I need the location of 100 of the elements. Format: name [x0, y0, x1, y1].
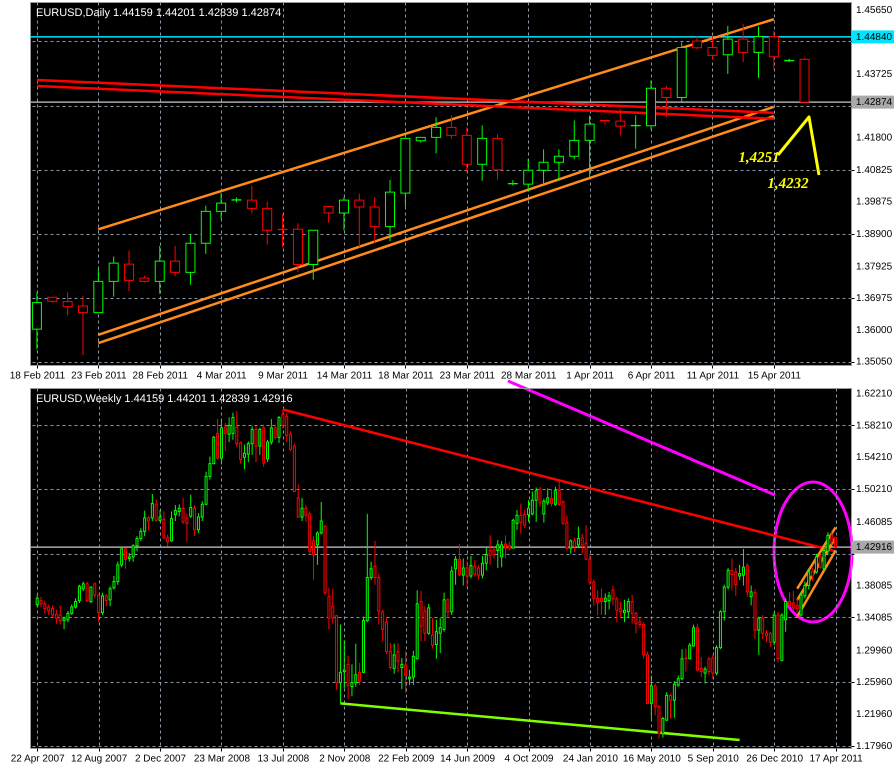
chart-title: EURUSD,Weekly 1.44159 1.44201 1.42839 1.42916	[36, 393, 293, 405]
candlestick	[573, 537, 576, 553]
candlestick	[761, 614, 764, 640]
x-tick-label: 24 Jan 2010	[562, 754, 618, 764]
candlestick	[458, 544, 461, 576]
candlestick	[738, 23, 748, 63]
y-tick-label: 1.34085	[856, 612, 893, 624]
candlestick	[228, 416, 231, 443]
candlestick	[43, 600, 46, 615]
candlestick	[182, 497, 185, 525]
x-tick-label: 4 Mar 2011	[196, 370, 248, 382]
candlestick	[89, 586, 92, 604]
y-tick-label: 1.43725	[856, 68, 893, 80]
candlestick	[154, 499, 158, 522]
x-tick-label: 12 Aug 2007	[71, 754, 128, 764]
candlestick	[488, 534, 492, 566]
candlestick	[446, 114, 456, 140]
candlestick	[400, 658, 404, 690]
x-tick-label: 18 Feb 2011	[10, 370, 66, 382]
candlestick	[143, 510, 146, 537]
candlestick	[576, 526, 580, 549]
y-tick-label: 1.62210	[856, 388, 893, 400]
candlestick	[734, 568, 738, 596]
candlestick	[174, 504, 177, 522]
candlestick	[431, 116, 442, 154]
candlestick	[246, 185, 257, 214]
candlestick	[473, 560, 476, 578]
y-tick-label: 1.29960	[856, 645, 893, 656]
candlestick	[626, 598, 630, 619]
y-tick-label: 1.38900	[856, 228, 893, 240]
candlestick	[534, 487, 538, 522]
candlestick	[519, 502, 522, 534]
y-tick-label: 1.17960	[856, 740, 893, 752]
candlestick	[193, 504, 196, 537]
candlestick	[480, 556, 484, 579]
y-tick-label: 1.25960	[856, 677, 893, 688]
candlestick	[108, 256, 119, 298]
y-tick-label: 1.36000	[856, 325, 893, 336]
candlestick	[124, 250, 134, 292]
candlestick	[36, 594, 39, 608]
candlestick	[469, 556, 472, 579]
x-tick-label: 15 Apr 2011	[748, 370, 802, 382]
candlestick	[370, 196, 380, 244]
candlestick	[300, 497, 304, 522]
candlestick	[527, 500, 530, 522]
y-tick-label: 1.54210	[856, 452, 893, 464]
candlestick	[338, 196, 349, 231]
x-tick-label: 26 Dec 2010	[746, 754, 804, 764]
candlestick	[504, 534, 507, 559]
ref-line-label: 1.42874	[856, 97, 893, 108]
x-tick-label: 5 Sep 2010	[688, 754, 740, 764]
text: EURUSD,Daily 1.44159 1.44201 1.42839 1.42874	[36, 7, 282, 19]
x-tick-label: 9 Mar 2011	[258, 370, 308, 382]
candlestick	[707, 656, 710, 676]
candlestick	[78, 295, 88, 356]
candlestick	[492, 546, 496, 559]
candlestick	[434, 619, 438, 660]
candlestick	[538, 148, 549, 184]
x-tick-label: 11 Apr 2011	[686, 370, 740, 382]
candlestick	[630, 114, 641, 150]
candlestick	[86, 581, 89, 603]
y-tick-label: 1.58210	[856, 420, 893, 432]
candlestick	[792, 590, 795, 612]
x-tick-label: 22 Apr 2007	[10, 754, 66, 764]
candlestick	[170, 245, 180, 277]
x-tick-label: 16 May 2010	[622, 754, 682, 764]
x-tick-label: 4 Oct 2009	[504, 754, 554, 764]
candlestick	[404, 650, 408, 694]
x-tick-label: 2 Nov 2008	[319, 754, 371, 764]
x-tick-label: 1 Apr 2011	[566, 370, 614, 382]
candlestick	[454, 556, 458, 586]
candlestick	[62, 616, 66, 630]
y-tick-label: 1.39875	[856, 196, 893, 208]
candlestick	[584, 114, 595, 179]
annotation: 1,4232	[767, 176, 810, 192]
x-tick-label: 6 Apr 2011	[628, 370, 676, 382]
candlestick	[730, 558, 734, 591]
candlestick	[342, 640, 346, 689]
y-tick-label: 1.40825	[856, 165, 893, 176]
candlestick	[569, 120, 580, 160]
ref-line-label: 1.42916	[856, 542, 893, 554]
x-tick-label: 23 Mar 2011	[440, 370, 496, 382]
candlestick	[154, 245, 165, 294]
y-tick-label: 1.36975	[856, 292, 893, 304]
candlestick	[814, 553, 818, 574]
y-tick-label: 1.46085	[856, 516, 893, 528]
candlestick	[431, 618, 434, 649]
candlestick	[622, 599, 626, 623]
candlestick	[818, 553, 822, 570]
candlestick	[496, 540, 500, 568]
candlestick	[753, 26, 764, 78]
candlestick	[768, 30, 779, 70]
candlestick	[396, 642, 400, 673]
candlestick	[554, 148, 564, 182]
candlestick	[231, 412, 234, 440]
x-tick-label: 22 Feb 2009	[378, 754, 435, 764]
candlestick	[78, 584, 81, 604]
candlestick	[392, 643, 396, 674]
y-tick-label: 1.45650	[856, 4, 893, 16]
y-tick-label: 1.41800	[856, 132, 893, 144]
